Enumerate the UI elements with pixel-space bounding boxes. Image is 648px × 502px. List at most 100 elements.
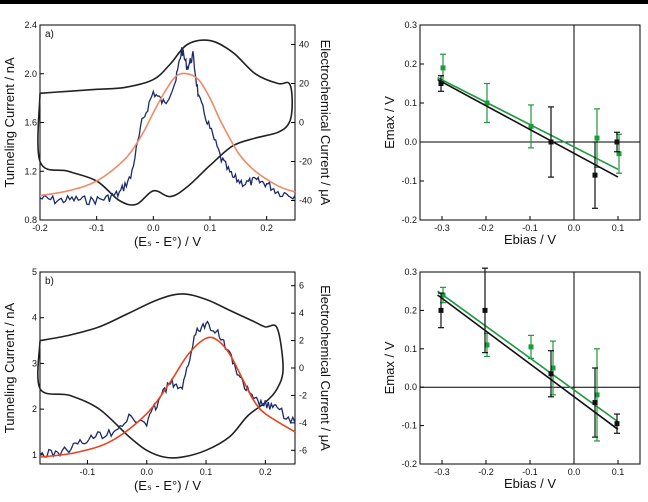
fit-line <box>437 294 619 431</box>
y2-tick-label: 4 <box>299 308 304 318</box>
data-point <box>484 100 490 106</box>
y-tick-label: 0.0 <box>404 137 417 147</box>
data-point <box>440 65 446 71</box>
x-tick-label: -0.3 <box>434 467 450 477</box>
data-point <box>594 392 600 398</box>
y-axis-label: Tunneling Current / nA <box>2 303 17 434</box>
x-tick-label: -0.1 <box>522 467 538 477</box>
data-point <box>528 344 534 350</box>
y2-tick-label: 40 <box>299 40 309 50</box>
y-tick-label: 2 <box>32 404 37 414</box>
data-point <box>440 292 446 298</box>
cv-curve <box>37 39 294 206</box>
x-tick-label: 0.0 <box>568 467 581 477</box>
y2-tick-label: -6 <box>299 445 307 455</box>
y-tick-label: -0.1 <box>401 176 417 186</box>
y-axis-label: Tunneling Current / nA <box>2 57 17 188</box>
x-axis-label: (Eₛ - E°) / V <box>134 234 201 249</box>
x-tick-label: -0.2 <box>478 223 494 233</box>
x-tick-label: 0.0 <box>147 223 160 233</box>
y-tick-label: 0.2 <box>404 305 417 315</box>
y-tick-label: 4 <box>32 313 37 323</box>
tunneling-trace <box>39 47 296 206</box>
x-tick-label: -0.1 <box>80 467 96 477</box>
fit-curve <box>39 72 296 197</box>
x-tick-label: -0.2 <box>32 223 48 233</box>
x-tick-label: 0.1 <box>204 223 217 233</box>
data-point <box>438 81 444 86</box>
fit-line <box>437 78 619 178</box>
x-tick-label: -0.2 <box>478 467 494 477</box>
y2-tick-label: 6 <box>299 281 304 291</box>
data-point <box>550 365 556 371</box>
x-tick-label: 0.0 <box>568 223 581 233</box>
fit-line <box>437 290 619 423</box>
y2-axis-label: Electrochemical Current / μA <box>318 40 333 206</box>
y2-tick-label: 0 <box>299 363 304 373</box>
y-tick-label: 1.6 <box>24 118 37 128</box>
data-point <box>548 371 554 377</box>
top-rule <box>0 0 648 4</box>
y-tick-label: 0.1 <box>404 344 417 354</box>
x-tick-label: -0.1 <box>522 223 538 233</box>
y-tick-label: 0.3 <box>404 20 417 30</box>
y2-tick-label: 20 <box>299 79 309 89</box>
data-point <box>594 135 600 141</box>
x-tick-label: 0.1 <box>612 223 625 233</box>
y-tick-label: 0.3 <box>404 267 417 277</box>
y-tick-label: 1 <box>32 450 37 460</box>
x-axis-label: Ebias / V <box>504 476 556 491</box>
y-axis-label: Emax / V <box>382 96 397 149</box>
y-tick-label: 2.4 <box>24 20 37 30</box>
y-tick-label: 3 <box>32 358 37 368</box>
y-tick-label: 0.8 <box>24 215 37 225</box>
plot-frame-2 <box>39 271 296 465</box>
data-point <box>438 307 444 313</box>
x-tick-label: 0.2 <box>259 467 272 477</box>
data-point <box>548 139 554 145</box>
y2-axis-label: Electrochemical Current / μA <box>318 285 333 451</box>
y-axis-label: Emax / V <box>382 341 397 394</box>
y2-tick-label: -40 <box>299 196 312 206</box>
tunneling-trace <box>39 320 296 458</box>
cv-curve <box>37 293 284 459</box>
plot-frame-right-1 <box>419 24 641 221</box>
plot-frame-right-3 <box>419 271 641 465</box>
fit-curve <box>39 336 296 458</box>
x-tick-label: 0.1 <box>612 467 625 477</box>
panel-label: a) <box>45 29 54 40</box>
data-point <box>614 421 620 427</box>
data-point <box>614 139 620 145</box>
data-point <box>484 342 490 348</box>
y2-tick-label: 2 <box>299 336 304 346</box>
y-tick-label: -0.1 <box>401 421 417 431</box>
y-tick-label: 0.1 <box>404 98 417 108</box>
y-tick-label: -0.2 <box>401 215 417 225</box>
y2-tick-label: -20 <box>299 157 312 167</box>
x-tick-label: 0.2 <box>260 223 273 233</box>
y2-tick-label: 0 <box>299 118 304 128</box>
fit-line <box>437 76 619 171</box>
y2-tick-label: -2 <box>299 390 307 400</box>
data-point <box>592 172 598 178</box>
y-tick-label: 1.2 <box>24 166 37 176</box>
y-tick-label: 5 <box>32 267 37 277</box>
y-tick-label: 0.0 <box>404 382 417 392</box>
plot-frame-0 <box>39 24 296 221</box>
data-point <box>482 307 488 313</box>
data-point <box>592 400 598 406</box>
y-tick-label: -0.2 <box>401 459 417 469</box>
x-tick-label: -0.1 <box>89 223 105 233</box>
y-tick-label: 0.2 <box>404 59 417 69</box>
x-tick-label: 0.0 <box>140 467 153 477</box>
panel-label: b) <box>45 276 54 287</box>
data-point <box>528 123 534 129</box>
x-axis-label: (Eₛ - E°) / V <box>134 478 201 493</box>
y2-tick-label: -4 <box>299 418 307 428</box>
x-tick-label: 0.1 <box>200 467 213 477</box>
y-tick-label: 2.0 <box>24 69 37 79</box>
x-tick-label: -0.3 <box>434 223 450 233</box>
data-point <box>616 151 622 157</box>
x-axis-label: Ebias / V <box>504 232 556 247</box>
